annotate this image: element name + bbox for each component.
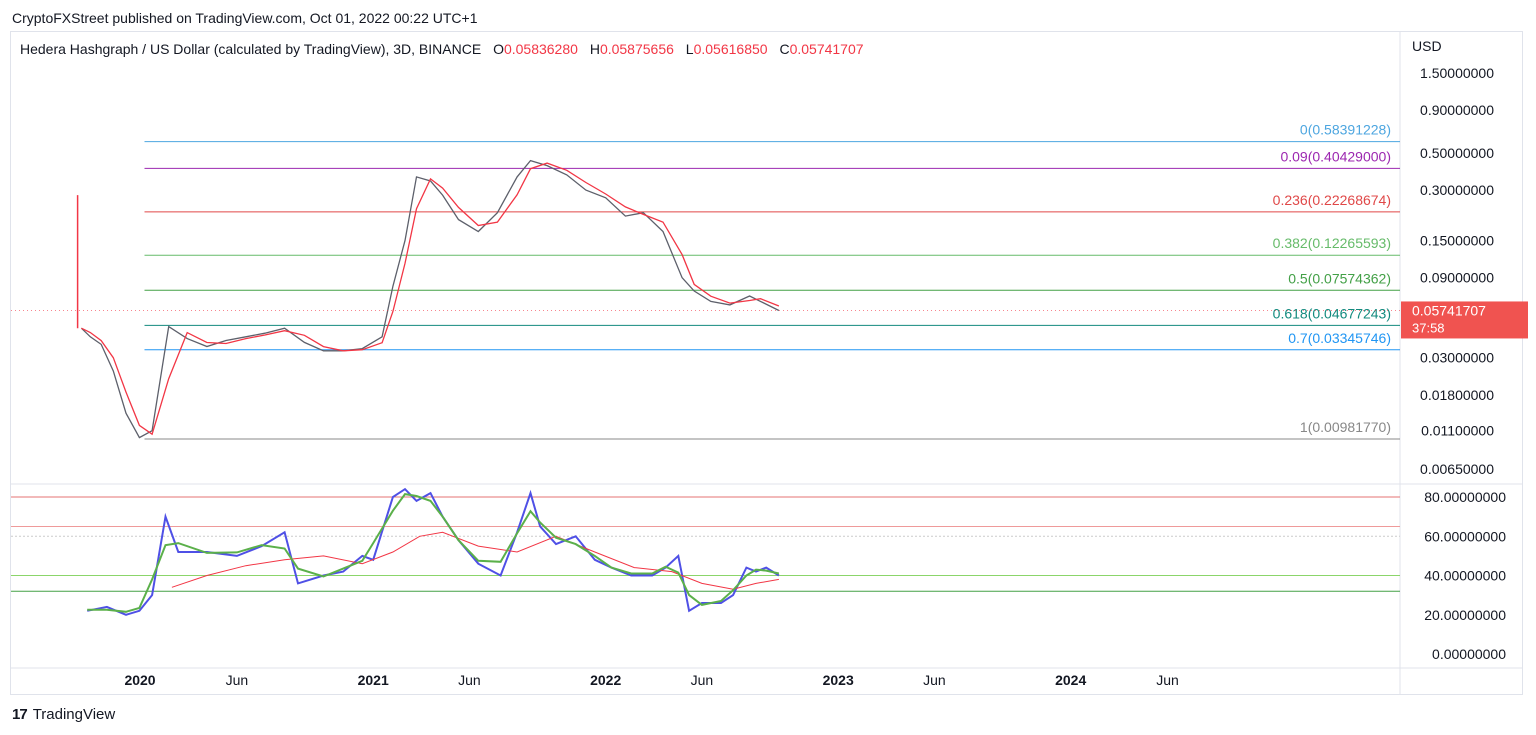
y-tick-label: 0.03000000: [1420, 350, 1494, 366]
publisher-line: CryptoFXStreet published on TradingView.…: [12, 10, 478, 26]
y-tick-label: 0.15000000: [1420, 233, 1494, 249]
rsi-line: [87, 487, 780, 616]
symbol-title: Hedera Hashgraph / US Dollar (calculated…: [20, 41, 482, 57]
low-label: L: [685, 41, 694, 57]
rsi-tick-label: 0.00000000: [1432, 646, 1506, 662]
x-tick-label: Jun: [1156, 672, 1179, 688]
rsi-tick-label: 20.00000000: [1424, 607, 1506, 623]
fib-level-label: 0.09(0.40429000): [1280, 148, 1391, 164]
price-ma-line: [81, 162, 780, 436]
fib-level-label: 0(0.58391228): [1300, 122, 1391, 138]
x-tick-label: Jun: [458, 672, 481, 688]
fib-level-label: 0.5(0.07574362): [1288, 270, 1391, 286]
rsi-tick-label: 40.00000000: [1424, 568, 1506, 584]
x-tick-label: 2021: [358, 672, 389, 688]
high-label: H: [589, 41, 600, 57]
x-tick-label: 2020: [124, 672, 155, 688]
fib-level-label: 0.618(0.04677243): [1273, 305, 1391, 321]
low-value: 0.05616850: [693, 41, 768, 57]
y-axis-unit: USD: [1412, 38, 1442, 54]
y-tick-label: 0.30000000: [1420, 182, 1494, 198]
x-tick-label: Jun: [226, 672, 249, 688]
tradingview-brand: TradingView: [32, 706, 116, 723]
y-tick-label: 0.50000000: [1420, 145, 1494, 161]
y-tick-label: 0.90000000: [1420, 102, 1494, 118]
fib-level-label: 0.7(0.03345746): [1288, 330, 1391, 346]
fib-level-label: 0.382(0.12265593): [1273, 235, 1391, 251]
x-tick-label: Jun: [691, 672, 714, 688]
chart-frame: [10, 31, 1523, 695]
high-value: 0.05875656: [599, 41, 674, 57]
fib-level-label: 1(0.00981770): [1300, 419, 1391, 435]
y-tick-label: 0.01800000: [1420, 387, 1494, 403]
y-tick-label: 0.01100000: [1421, 423, 1494, 439]
last-price-value: 0.05741707: [1412, 302, 1486, 318]
x-tick-label: Jun: [923, 672, 946, 688]
rsi-smoothed-line: [87, 493, 780, 613]
x-tick-label: 2023: [823, 672, 854, 688]
countdown-timer: 37:58: [1412, 320, 1445, 335]
rsi-ma-line: [171, 531, 779, 590]
rsi-tick-label: 60.00000000: [1424, 528, 1506, 544]
close-label: C: [779, 41, 790, 57]
last-price-badge: [1401, 301, 1528, 339]
symbol-legend: Hedera Hashgraph / US Dollar (calculated…: [20, 41, 864, 57]
price-series-line: [80, 159, 780, 439]
y-tick-label: 0.00650000: [1420, 461, 1494, 477]
x-tick-label: 2022: [590, 672, 621, 688]
rsi-tick-label: 80.00000000: [1424, 489, 1506, 505]
x-tick-label: 2024: [1055, 672, 1086, 688]
open-value: 0.05836280: [503, 41, 578, 57]
close-value: 0.05741707: [789, 41, 864, 57]
y-tick-label: 0.09000000: [1420, 270, 1494, 286]
y-tick-label: 1.50000000: [1420, 65, 1494, 81]
fib-level-label: 0.236(0.22268674): [1273, 192, 1391, 208]
tradingview-logo: 17 TradingView: [12, 706, 115, 723]
open-label: O: [493, 41, 504, 57]
tradingview-logo-icon: 17: [12, 706, 28, 723]
